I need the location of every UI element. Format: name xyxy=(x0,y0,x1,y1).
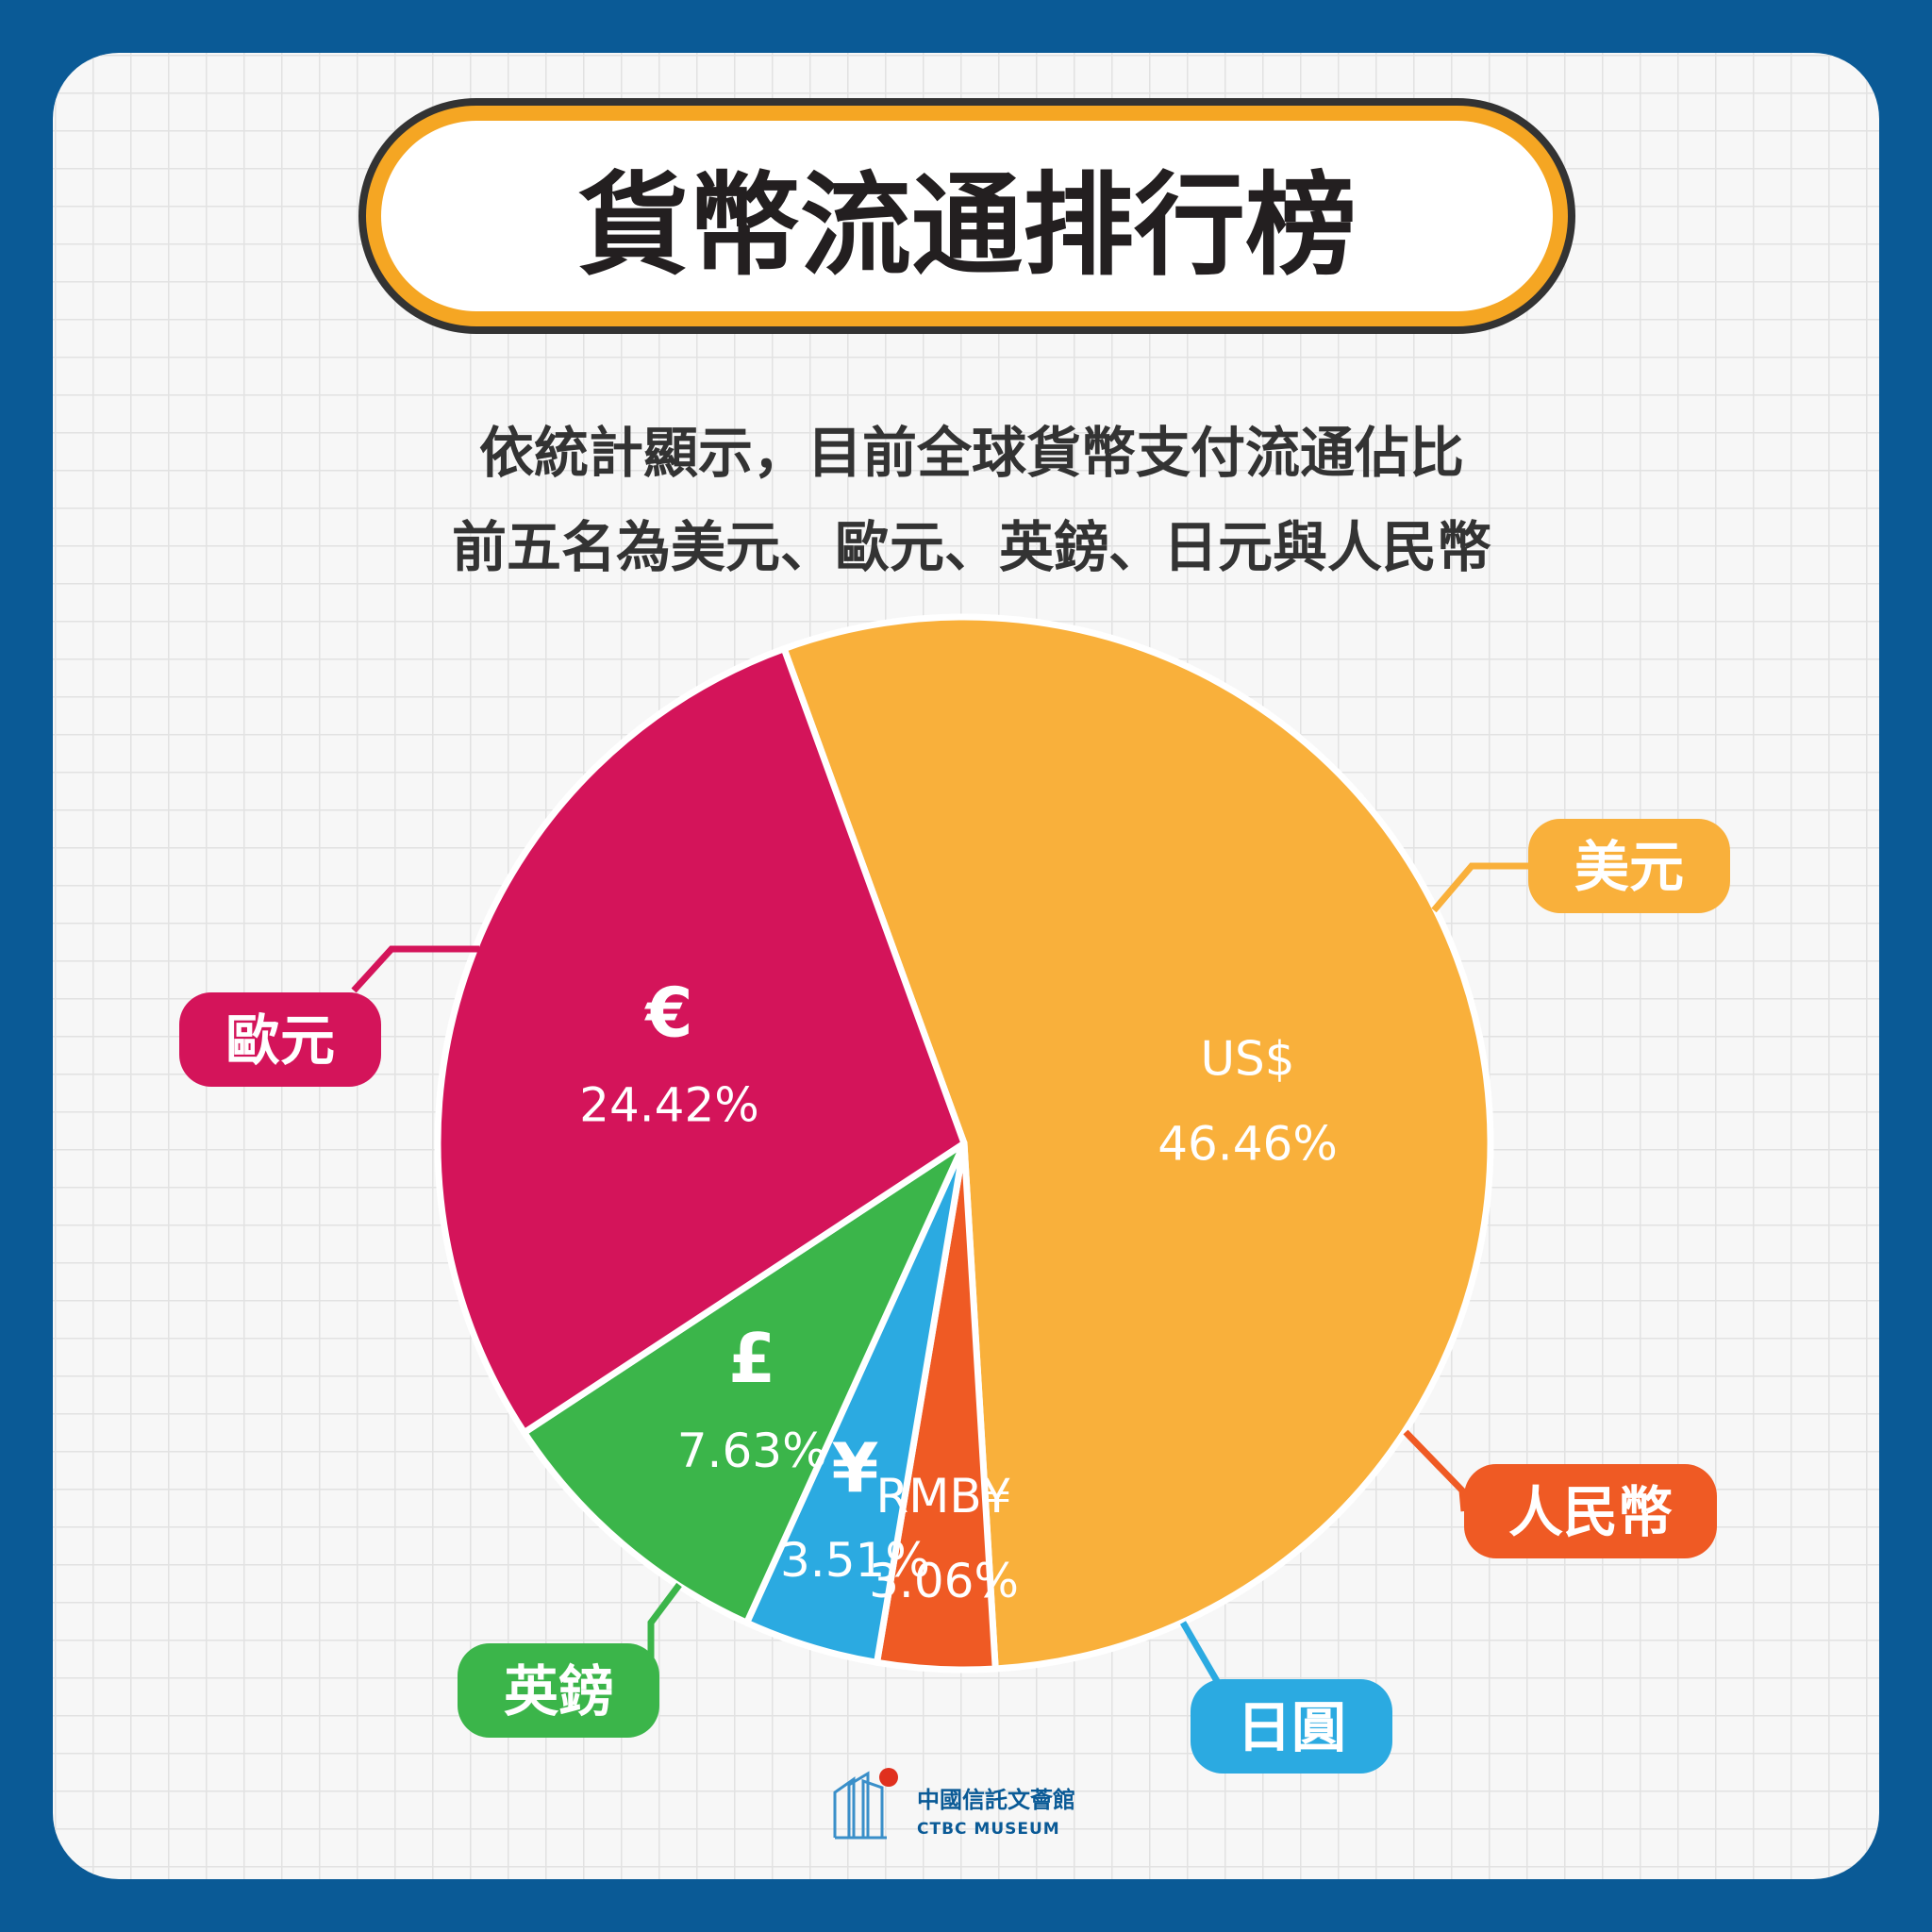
slice-symbol-2: RMB¥ xyxy=(876,1469,1012,1524)
ctbc-logo: 中國信託文薈館 CTBC MUSEUM xyxy=(833,1768,1075,1840)
pie-slice-5 xyxy=(434,645,968,1437)
callout-label-3: 日圓 xyxy=(1237,1695,1346,1759)
page-title: 貨幣流通排行榜 xyxy=(577,160,1357,291)
logo-english: CTBC MUSEUM xyxy=(917,1820,1060,1839)
callout-line-2 xyxy=(1403,1429,1468,1512)
callout-pill-4 xyxy=(458,1643,659,1738)
building-logo-icon xyxy=(833,1771,887,1840)
slice-labels: US$ 46.46% RMB¥ 3.06% ¥3.51% £7.63% €24.42% xyxy=(579,973,1338,1608)
callout-pill-2 xyxy=(1464,1464,1717,1558)
callout-line-3 xyxy=(1179,1621,1221,1683)
pie-slice-4 xyxy=(521,1140,968,1626)
callout-line-1 xyxy=(1431,862,1528,913)
subtitle-line-2: 前五名為美元、歐元、英鎊、日元與人民幣 xyxy=(452,515,1491,579)
slice-value-1: 46.46% xyxy=(1158,1117,1338,1172)
callout-label-2: 人民幣 xyxy=(1508,1480,1673,1544)
slice-symbol-1: US$ xyxy=(1200,1032,1294,1087)
callout-label-5: 歐元 xyxy=(225,1008,335,1073)
callout-label-4: 英鎊 xyxy=(504,1659,613,1724)
pie-slice-1 xyxy=(780,613,1494,1673)
logo-name: 中國信託文薈館 xyxy=(917,1787,1075,1813)
title-banner: 貨幣流通排行榜 xyxy=(358,98,1575,334)
callout-line-5 xyxy=(351,945,479,993)
subtitle-line-1: 依統計顯示，目前全球貨幣支付流通佔比 xyxy=(479,421,1464,485)
pie-chart xyxy=(434,613,1494,1674)
callout-pill-3 xyxy=(1191,1679,1392,1774)
callout-pill-1 xyxy=(1528,819,1730,913)
slice-symbol-4: £ xyxy=(728,1319,775,1398)
slice-symbol-5: € xyxy=(643,973,692,1052)
logo-badge-icon xyxy=(879,1768,898,1787)
slice-value-5: 24.42% xyxy=(579,1077,759,1132)
slice-value-3: 3.51% xyxy=(780,1533,930,1588)
callout-label-1: 美元 xyxy=(1574,835,1684,899)
slice-value-4: 7.63% xyxy=(677,1424,827,1478)
subtitle: 依統計顯示，目前全球貨幣支付流通佔比 前五名為美元、歐元、英鎊、日元與人民幣 xyxy=(452,421,1491,579)
callout-pill-5 xyxy=(179,992,381,1087)
callout-line-4 xyxy=(647,1582,682,1660)
slice-symbol-3: ¥ xyxy=(831,1428,878,1507)
slice-value-2: 3.06% xyxy=(869,1554,1019,1608)
